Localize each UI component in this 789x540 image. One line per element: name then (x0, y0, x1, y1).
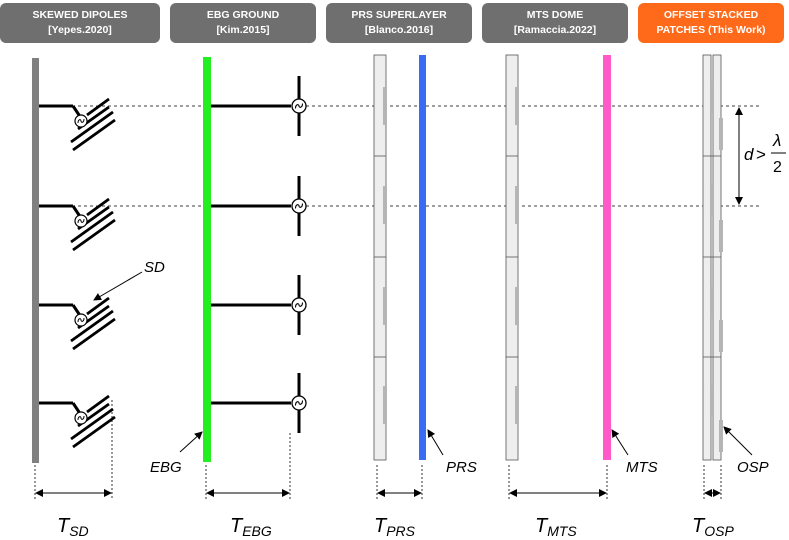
osp-label: OSP (737, 459, 769, 476)
ebg-dipole (211, 76, 306, 136)
header-reference: PATCHES (This Work) (656, 24, 766, 36)
skewed-dipole (37, 394, 117, 449)
thickness-sub: MTS (547, 523, 577, 539)
header-title: EBG GROUND (206, 9, 280, 21)
prs-panel-dividers (374, 155, 386, 358)
prs-superlayer (419, 55, 426, 460)
osp-pointer-arrow (723, 426, 753, 456)
thickness-label-prs: TPRS (374, 515, 416, 539)
thickness-label-sd: TSD (57, 515, 89, 539)
spacing-d: d (744, 145, 754, 164)
header-reference: [Kim.2015] (216, 24, 270, 36)
skewed-dipole (37, 97, 117, 152)
ebg-label: EBG (150, 459, 182, 476)
skewed-dipole (37, 197, 117, 252)
mts-pointer-arrow (611, 429, 629, 456)
sd-ground-plane (32, 58, 39, 463)
ebg-ground-plane (203, 57, 211, 462)
thickness-sub: PRS (386, 523, 415, 539)
mts-panel-dividers (506, 155, 518, 358)
thickness-label-osp: TOSP (692, 515, 734, 539)
osp-panel-dividers (703, 155, 721, 358)
osp-panel-2 (712, 54, 722, 461)
header-prs-superlayer: PRS SUPERLAYER [Blanco.2016] (326, 3, 472, 43)
ebg-dipole (211, 176, 306, 236)
header-reference: [Blanco.2016] (364, 24, 434, 36)
header-ebg-ground: EBG GROUND [Kim.2015] (170, 3, 316, 43)
header-title: PRS SUPERLAYER (351, 9, 447, 21)
spacing-lambda: λ (772, 131, 781, 150)
spacing-two: 2 (773, 159, 782, 176)
osp-panel-1 (702, 54, 712, 461)
mts-label: MTS (626, 459, 658, 476)
prs-pointer-arrow (427, 429, 444, 456)
thickness-sub: SD (69, 523, 88, 539)
thickness-main: T (230, 515, 244, 537)
skewed-dipole (37, 296, 117, 351)
sd-pointer-arrow (93, 271, 143, 301)
header-reference: [Yepes.2020] (48, 24, 112, 36)
ebg-pointer-arrow (179, 431, 203, 453)
ebg-dipole (211, 275, 306, 335)
thickness-main: T (57, 515, 71, 537)
thickness-main: T (692, 515, 706, 537)
header-offset-stacked-patches: OFFSET STACKED PATCHES (This Work) (638, 3, 784, 43)
thickness-main: T (374, 515, 388, 537)
thickness-sub: EBG (242, 523, 272, 539)
prs-patches (383, 87, 387, 424)
osp-patches-layer-1 (710, 82, 714, 417)
header-skewed-dipoles: SKEWED DIPOLES [Yepes.2020] (0, 3, 160, 43)
ebg-dipole (211, 373, 306, 433)
header-title: SKEWED DIPOLES (32, 9, 128, 21)
thickness-label-mts: TMTS (535, 515, 577, 539)
sd-label: SD (144, 259, 165, 276)
prs-label: PRS (446, 459, 477, 476)
thickness-main: T (535, 515, 549, 537)
mts-dome (603, 55, 611, 460)
thickness-sub: OSP (704, 523, 734, 539)
osp-patches-layer-2 (719, 118, 723, 452)
mts-patches (515, 87, 519, 424)
spacing-gt: > (756, 145, 766, 164)
header-title: MTS DOME (526, 9, 584, 21)
header-title: OFFSET STACKED (663, 9, 759, 21)
header-reference: [Ramaccia.2022] (513, 24, 597, 36)
thickness-label-ebg: TEBG (230, 515, 272, 539)
header-mts-dome: MTS DOME [Ramaccia.2022] (482, 3, 628, 43)
